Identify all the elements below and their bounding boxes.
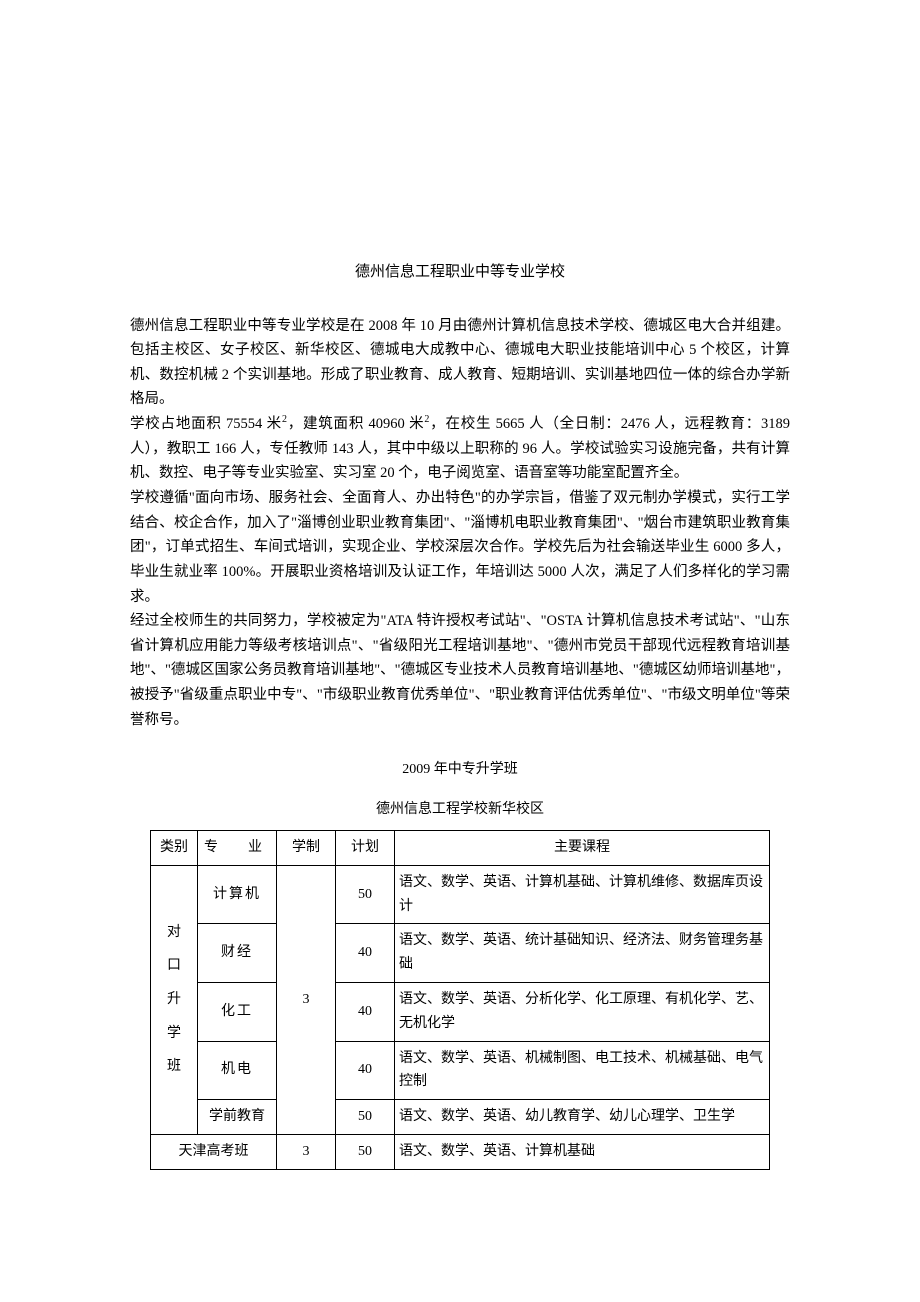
program-table: 类别 专 业 学制 计划 主要课程 对 口 升 学 班 计算机 3 50 语文、… [150,830,770,1170]
table-row-tianjin: 天津高考班 3 50 语文、数学、英语、计算机基础 [151,1134,770,1169]
th-category: 类别 [151,830,198,865]
cell-major: 学前教育 [198,1100,277,1135]
subheading: 2009 年中专升学班 [130,758,790,782]
th-duration: 学制 [277,830,336,865]
cell-courses: 语文、数学、英语、分析化学、化工原理、有机化学、艺、无机化学 [395,982,770,1041]
cell-major: 化工 [198,982,277,1041]
th-plan: 计划 [336,830,395,865]
table-row: 化工 40 语文、数学、英语、分析化学、化工原理、有机化学、艺、无机化学 [151,982,770,1041]
cell-courses: 语文、数学、英语、计算机基础、计算机维修、数据库页设计 [395,865,770,924]
table-heading: 德州信息工程学校新华校区 [130,798,790,822]
paragraph-3: 学校遵循"面向市场、服务社会、全面育人、办出特色"的办学宗旨，借鉴了双元制办学模… [130,486,790,609]
cell-courses: 语文、数学、英语、幼儿教育学、幼儿心理学、卫生学 [395,1100,770,1135]
cell-plan: 40 [336,924,395,983]
cell-duration: 3 [277,865,336,1134]
table-header-row: 类别 专 业 学制 计划 主要课程 [151,830,770,865]
cell-plan: 50 [336,1100,395,1135]
paragraph-2: 学校占地面积 75554 米2，建筑面积 40960 米2，在校生 5665 人… [130,412,790,486]
cell-tianjin-courses: 语文、数学、英语、计算机基础 [395,1134,770,1169]
cat-char-3: 升 [155,983,193,1017]
table-row: 学前教育 50 语文、数学、英语、幼儿教育学、幼儿心理学、卫生学 [151,1100,770,1135]
cat-char-1: 对 [155,916,193,950]
table-row: 机电 40 语文、数学、英语、机械制图、电工技术、机械基础、电气控制 [151,1041,770,1100]
paragraph-4: 经过全校师生的共同努力，学校被定为"ATA 特许授权考试站"、"OSTA 计算机… [130,609,790,732]
document-title: 德州信息工程职业中等专业学校 [130,260,790,286]
cell-tianjin-plan: 50 [336,1134,395,1169]
cell-category: 对 口 升 学 班 [151,865,198,1134]
cell-tianjin-duration: 3 [277,1134,336,1169]
cell-courses: 语文、数学、英语、统计基础知识、经济法、财务管理务基础 [395,924,770,983]
cell-plan: 40 [336,1041,395,1100]
cat-char-2: 口 [155,949,193,983]
cell-tianjin-label: 天津高考班 [151,1134,277,1169]
cat-char-4: 学 [155,1017,193,1051]
cat-char-5: 班 [155,1050,193,1084]
cell-major: 财经 [198,924,277,983]
th-courses: 主要课程 [395,830,770,865]
p2-part-b: ，建筑面积 40960 米 [287,416,424,432]
document-page: 德州信息工程职业中等专业学校 德州信息工程职业中等专业学校是在 2008 年 1… [0,0,920,1210]
th-major: 专 业 [198,830,277,865]
table-row: 对 口 升 学 班 计算机 3 50 语文、数学、英语、计算机基础、计算机维修、… [151,865,770,924]
cell-major: 计算机 [198,865,277,924]
table-row: 财经 40 语文、数学、英语、统计基础知识、经济法、财务管理务基础 [151,924,770,983]
cell-courses: 语文、数学、英语、机械制图、电工技术、机械基础、电气控制 [395,1041,770,1100]
p2-part-a: 学校占地面积 75554 米 [130,416,282,432]
paragraph-1: 德州信息工程职业中等专业学校是在 2008 年 10 月由德州计算机信息技术学校… [130,314,790,413]
cell-plan: 40 [336,982,395,1041]
cell-major: 机电 [198,1041,277,1100]
cell-plan: 50 [336,865,395,924]
